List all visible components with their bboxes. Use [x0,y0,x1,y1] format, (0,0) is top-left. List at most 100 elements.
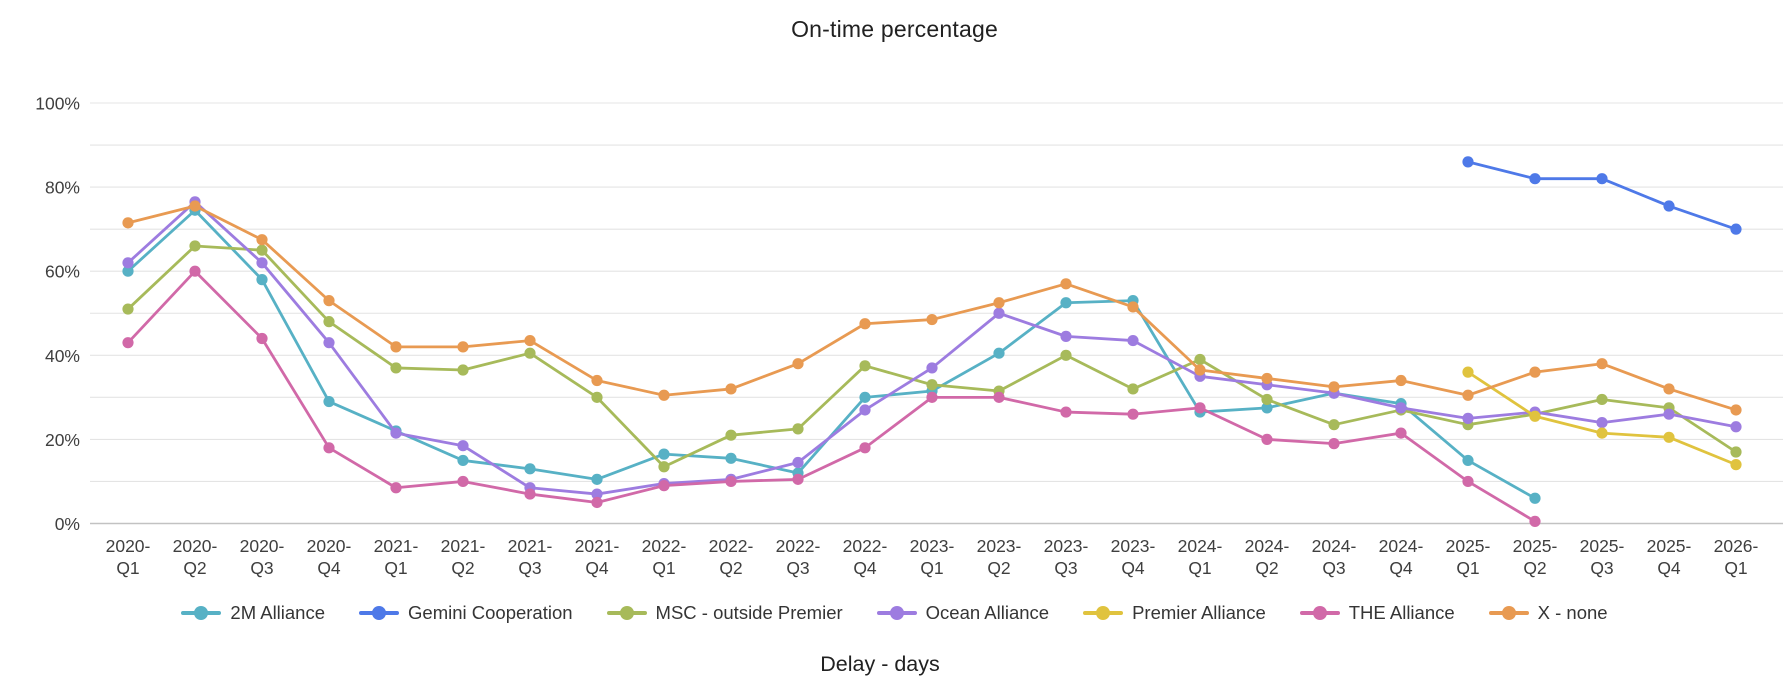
data-point [792,358,804,370]
data-point [1730,421,1742,433]
data-point [1529,492,1541,504]
data-point [323,395,335,408]
legend-item-2m-alliance[interactable]: 2M Alliance [181,602,325,624]
svg-text:2025-Q1: 2025-Q1 [1446,536,1491,578]
data-point [256,244,268,256]
data-point [1730,223,1742,235]
legend-item-msc-outside-premier[interactable]: MSC - outside Premier [606,602,843,624]
series-ocean-alliance [122,196,1742,500]
svg-text:2021-Q4: 2021-Q4 [575,536,620,578]
legend-marker-icon [606,606,647,620]
data-point [189,265,201,277]
data-point [1395,374,1407,387]
data-point [189,200,201,212]
data-point [1730,404,1742,416]
data-point [1663,431,1675,443]
data-point [1529,515,1541,527]
data-point [524,463,536,475]
svg-text:2022-Q3: 2022-Q3 [776,536,821,578]
data-point [859,442,871,454]
svg-text:2024-Q1: 2024-Q1 [1178,536,1223,578]
data-point [792,456,804,469]
data-point [1462,156,1474,168]
svg-text:2021-Q3: 2021-Q3 [508,536,553,578]
data-point [1395,427,1407,439]
legend-label: MSC - outside Premier [655,602,843,623]
data-point [591,496,603,509]
svg-text:2023-Q1: 2023-Q1 [910,536,955,578]
data-point [1395,402,1407,414]
data-point [1328,438,1340,450]
svg-text:2024-Q2: 2024-Q2 [1245,536,1290,578]
data-point [1261,393,1273,406]
data-point [323,295,335,307]
data-point [256,274,268,286]
data-point [792,473,804,485]
data-point [524,347,536,359]
data-point [1462,366,1474,378]
data-point [122,265,134,277]
legend-item-x-none[interactable]: X - none [1488,602,1608,624]
data-point [1462,475,1474,488]
data-point [993,347,1005,359]
chart-title: On-time percentage [791,16,998,42]
data-point [1194,364,1206,376]
legend-marker-icon [1083,606,1124,620]
data-point [256,234,268,246]
legend-item-premier-alliance[interactable]: Premier Alliance [1083,602,1266,624]
data-point [323,442,335,454]
svg-text:20%: 20% [45,430,80,450]
svg-text:2023-Q2: 2023-Q2 [977,536,1022,578]
data-point [1462,389,1474,401]
legend-label: X - none [1537,602,1608,623]
data-point [390,362,402,374]
svg-text:0%: 0% [55,514,80,534]
svg-text:2020-Q1: 2020-Q1 [106,536,151,578]
series-premier-alliance [1462,366,1742,471]
data-point [122,303,134,315]
data-point [859,318,871,330]
legend-marker-icon [359,606,400,620]
data-point [1596,393,1608,406]
data-point [993,391,1005,403]
svg-text:40%: 40% [45,346,80,366]
data-point [524,334,536,347]
data-point [390,427,402,439]
svg-text:2022-Q1: 2022-Q1 [642,536,687,578]
data-point [1127,334,1139,347]
data-point [1596,358,1608,370]
svg-text:2023-Q4: 2023-Q4 [1111,536,1156,578]
data-point [390,482,402,494]
data-point [256,332,268,345]
legend-item-the-alliance[interactable]: THE Alliance [1299,602,1455,624]
data-point [1462,454,1474,467]
legend-marker-icon [181,606,222,620]
data-point [1529,366,1541,378]
data-point [859,391,871,403]
series-2m-alliance [122,204,1541,504]
data-point [591,473,603,485]
data-point [591,391,603,403]
data-point [658,461,670,473]
svg-text:2024-Q4: 2024-Q4 [1379,536,1424,578]
legend-item-gemini-cooperation[interactable]: Gemini Cooperation [359,602,573,624]
svg-text:2020-Q3: 2020-Q3 [240,536,285,578]
legend-item-ocean-alliance[interactable]: Ocean Alliance [876,602,1050,624]
data-point [1663,408,1675,420]
data-point [189,240,201,252]
legend-marker-icon [1488,606,1529,620]
data-point [1261,433,1273,445]
data-point [1596,416,1608,429]
data-point [1194,402,1206,414]
svg-text:2024-Q3: 2024-Q3 [1312,536,1357,578]
data-point [1127,383,1139,395]
legend-label: Premier Alliance [1132,602,1266,623]
svg-text:2026-Q1: 2026-Q1 [1714,536,1759,578]
svg-text:2025-Q3: 2025-Q3 [1580,536,1625,578]
legend: 2M Alliance Gemini Cooperation MSC - outsi… [0,602,1789,624]
svg-text:60%: 60% [45,262,80,282]
legend-label: Ocean Alliance [925,602,1050,623]
svg-text:2025-Q4: 2025-Q4 [1647,536,1692,578]
svg-text:2022-Q2: 2022-Q2 [709,536,754,578]
